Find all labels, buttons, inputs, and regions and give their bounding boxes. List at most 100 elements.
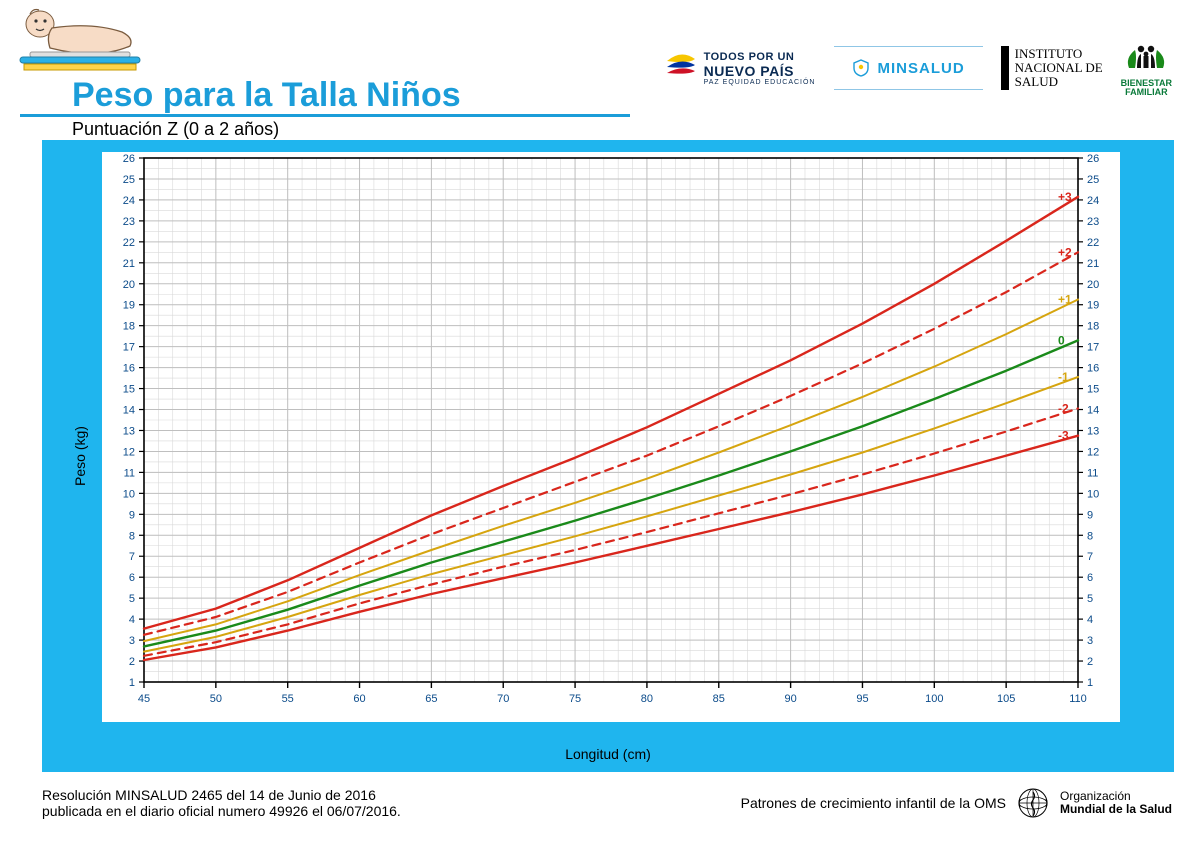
svg-text:-3: -3 bbox=[1058, 429, 1069, 443]
svg-text:3: 3 bbox=[129, 635, 135, 647]
svg-text:14: 14 bbox=[1087, 405, 1099, 417]
svg-text:0: 0 bbox=[1058, 333, 1065, 347]
svg-text:100: 100 bbox=[925, 693, 943, 705]
svg-text:16: 16 bbox=[123, 363, 135, 375]
svg-text:95: 95 bbox=[856, 693, 868, 705]
svg-text:65: 65 bbox=[425, 693, 437, 705]
footer-right-text: Patrones de crecimiento infantil de la O… bbox=[741, 795, 1006, 811]
svg-text:3: 3 bbox=[1087, 635, 1093, 647]
svg-text:24: 24 bbox=[123, 195, 135, 207]
svg-text:22: 22 bbox=[1087, 237, 1099, 249]
svg-text:11: 11 bbox=[1087, 467, 1098, 479]
logo-bienestar-familiar: BIENESTAR FAMILIAR bbox=[1121, 40, 1172, 97]
svg-text:55: 55 bbox=[282, 693, 294, 705]
ins-bar-icon bbox=[1001, 46, 1009, 90]
who-logo-icon bbox=[1016, 786, 1050, 820]
svg-text:18: 18 bbox=[123, 321, 135, 333]
svg-text:25: 25 bbox=[123, 174, 135, 186]
svg-text:26: 26 bbox=[123, 153, 135, 165]
x-axis-label: Longitud (cm) bbox=[565, 746, 651, 762]
footer-right: Patrones de crecimiento infantil de la O… bbox=[741, 786, 1172, 820]
svg-text:7: 7 bbox=[1087, 551, 1093, 563]
svg-text:26: 26 bbox=[1087, 153, 1099, 165]
svg-text:80: 80 bbox=[641, 693, 653, 705]
svg-text:25: 25 bbox=[1087, 174, 1099, 186]
logo-minsalud-text: MINSALUD bbox=[878, 60, 965, 77]
shield-icon bbox=[852, 59, 870, 77]
footer-left: Resolución MINSALUD 2465 del 14 de Junio… bbox=[42, 787, 401, 819]
svg-text:18: 18 bbox=[1087, 321, 1099, 333]
who-line2: Mundial de la Salud bbox=[1060, 803, 1172, 816]
svg-text:13: 13 bbox=[123, 425, 135, 437]
growth-chart: 4550556065707580859095100105110112233445… bbox=[102, 152, 1120, 722]
svg-text:16: 16 bbox=[1087, 363, 1099, 375]
svg-text:6: 6 bbox=[129, 572, 135, 584]
logo-row: TODOS POR UN NUEVO PAÍS PAZ EQUIDAD EDUC… bbox=[664, 40, 1172, 96]
svg-text:7: 7 bbox=[129, 551, 135, 563]
svg-text:5: 5 bbox=[1087, 593, 1093, 605]
svg-text:20: 20 bbox=[123, 279, 135, 291]
svg-text:105: 105 bbox=[997, 693, 1015, 705]
who-text: Organización Mundial de la Salud bbox=[1060, 790, 1172, 816]
svg-text:21: 21 bbox=[123, 258, 135, 270]
svg-text:5: 5 bbox=[129, 593, 135, 605]
footer-left-line2: publicada en el diario oficial numero 49… bbox=[42, 803, 401, 819]
title-underline bbox=[20, 114, 630, 117]
svg-text:8: 8 bbox=[129, 530, 135, 542]
svg-text:4: 4 bbox=[129, 614, 135, 626]
svg-text:10: 10 bbox=[1087, 488, 1099, 500]
logo-ins-line3: SALUD bbox=[1015, 75, 1103, 89]
svg-text:-1: -1 bbox=[1058, 370, 1069, 384]
svg-text:50: 50 bbox=[210, 693, 222, 705]
svg-text:23: 23 bbox=[1087, 216, 1099, 228]
logo-minsalud: MINSALUD bbox=[834, 46, 983, 90]
svg-text:-2: -2 bbox=[1058, 401, 1069, 415]
svg-text:20: 20 bbox=[1087, 279, 1099, 291]
logo-ins-line2: NACIONAL DE bbox=[1015, 61, 1103, 75]
svg-text:9: 9 bbox=[1087, 509, 1093, 521]
logo-bienestar-line2: FAMILIAR bbox=[1121, 88, 1172, 97]
svg-text:6: 6 bbox=[1087, 572, 1093, 584]
baby-scale-icon bbox=[12, 4, 142, 76]
svg-text:19: 19 bbox=[123, 300, 135, 312]
svg-text:2: 2 bbox=[129, 656, 135, 668]
logo-instituto-nacional-salud: INSTITUTO NACIONAL DE SALUD bbox=[1001, 46, 1103, 90]
svg-text:15: 15 bbox=[1087, 384, 1099, 396]
svg-text:14: 14 bbox=[123, 405, 135, 417]
chart-plot-area: 4550556065707580859095100105110112233445… bbox=[102, 152, 1120, 722]
svg-text:21: 21 bbox=[1087, 258, 1099, 270]
svg-text:70: 70 bbox=[497, 693, 509, 705]
footer: Resolución MINSALUD 2465 del 14 de Junio… bbox=[42, 786, 1172, 820]
chart-panel: Peso (kg) 455055606570758085909510010511… bbox=[42, 140, 1174, 772]
page-title: Peso para la Talla Niños bbox=[72, 76, 461, 115]
svg-text:22: 22 bbox=[123, 237, 135, 249]
svg-text:2: 2 bbox=[1087, 656, 1093, 668]
logo-todos-nuevo-pais: TODOS POR UN NUEVO PAÍS PAZ EQUIDAD EDUC… bbox=[664, 51, 816, 86]
svg-text:17: 17 bbox=[123, 342, 135, 354]
svg-text:85: 85 bbox=[713, 693, 725, 705]
svg-text:12: 12 bbox=[123, 446, 135, 458]
svg-text:11: 11 bbox=[124, 467, 135, 479]
colombia-flag-icon bbox=[664, 51, 698, 85]
svg-text:+3: +3 bbox=[1058, 190, 1072, 204]
svg-text:8: 8 bbox=[1087, 530, 1093, 542]
svg-text:45: 45 bbox=[138, 693, 150, 705]
y-axis-label: Peso (kg) bbox=[72, 426, 88, 486]
footer-left-line1: Resolución MINSALUD 2465 del 14 de Junio… bbox=[42, 787, 401, 803]
svg-text:75: 75 bbox=[569, 693, 581, 705]
logo-ins-line1: INSTITUTO bbox=[1015, 47, 1103, 61]
svg-text:19: 19 bbox=[1087, 300, 1099, 312]
svg-text:23: 23 bbox=[123, 216, 135, 228]
header: Peso para la Talla Niños Puntuación Z (0… bbox=[0, 0, 1200, 140]
svg-text:+2: +2 bbox=[1058, 245, 1072, 259]
logo-todos-line3: PAZ EQUIDAD EDUCACIÓN bbox=[704, 79, 816, 86]
svg-text:1: 1 bbox=[1087, 677, 1093, 689]
logo-todos-line2: NUEVO PAÍS bbox=[704, 63, 816, 79]
svg-text:12: 12 bbox=[1087, 446, 1099, 458]
logo-todos-line1: TODOS POR UN bbox=[704, 51, 816, 63]
svg-text:90: 90 bbox=[784, 693, 796, 705]
svg-text:17: 17 bbox=[1087, 342, 1099, 354]
svg-text:10: 10 bbox=[123, 488, 135, 500]
svg-text:110: 110 bbox=[1069, 693, 1087, 705]
svg-text:1: 1 bbox=[129, 677, 135, 689]
